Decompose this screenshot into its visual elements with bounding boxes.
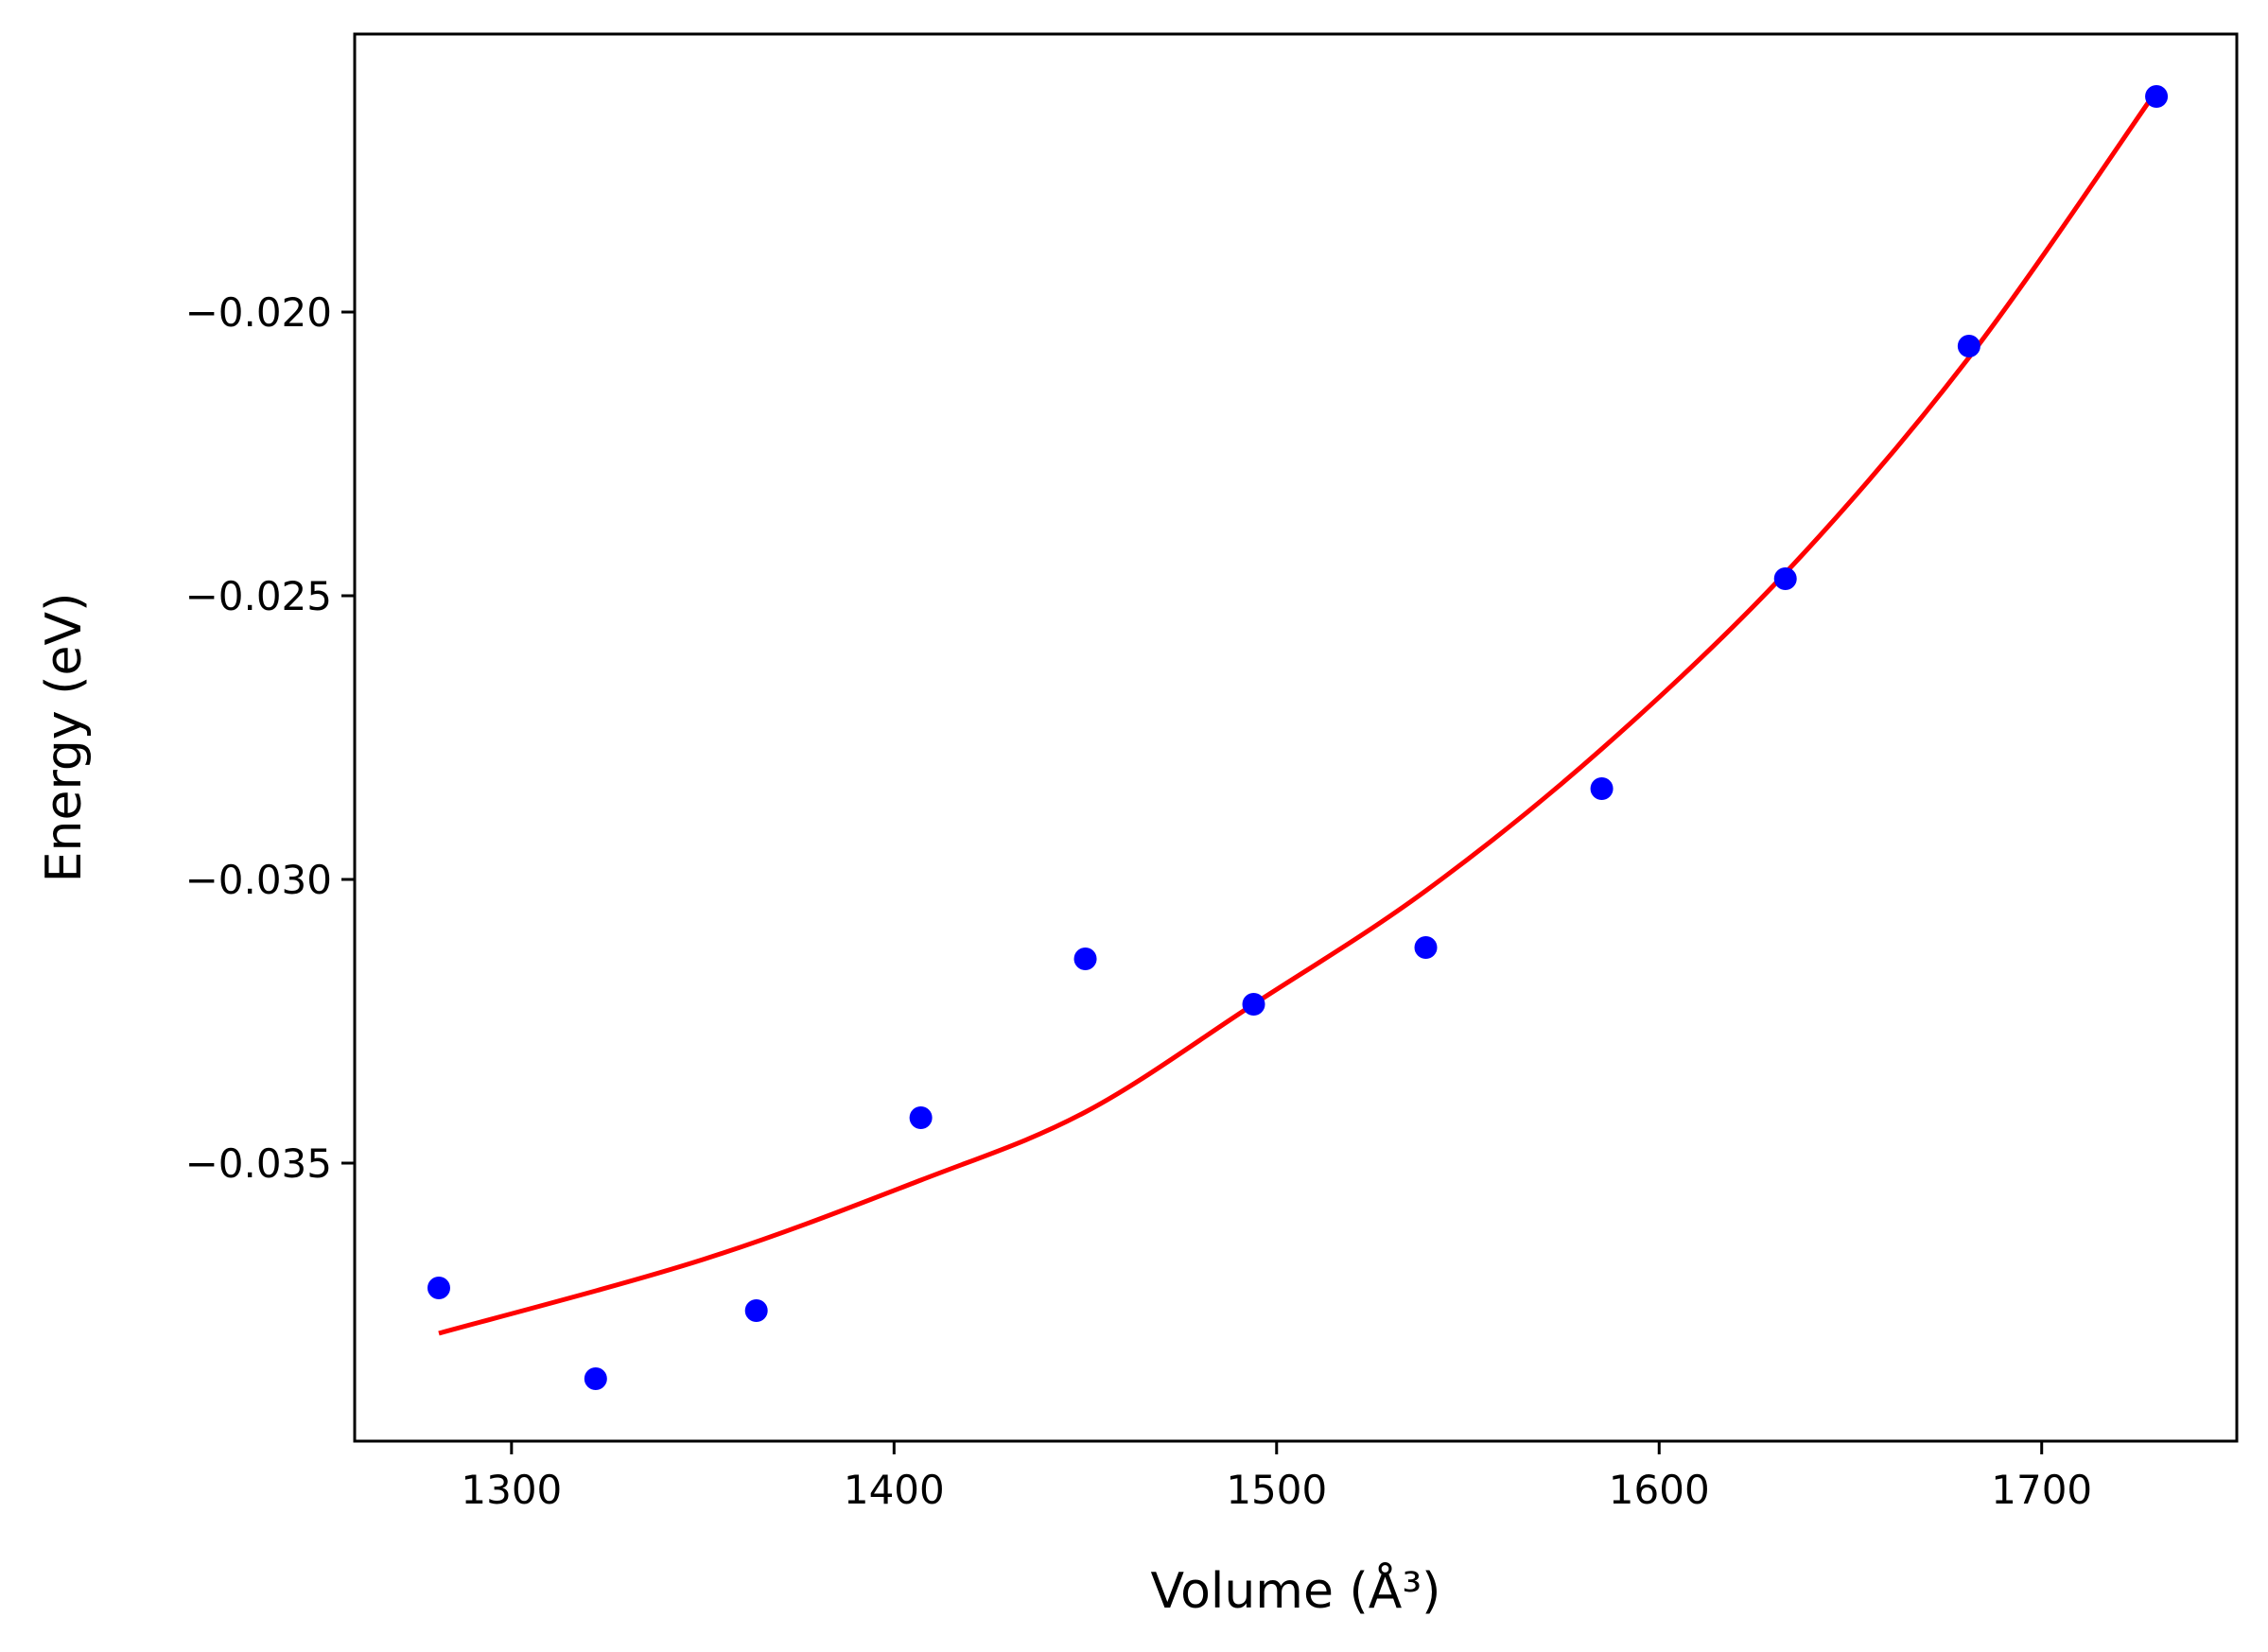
data-point [1242,993,1265,1016]
data-point [2145,85,2169,108]
y-axis-label: Energy (eV) [36,593,93,883]
fit-curve-line [438,89,2159,1336]
y-tick-label: −0.035 [185,1140,332,1187]
x-tick-label: 1700 [1991,1467,2092,1513]
y-tick-label: −0.020 [185,289,332,336]
y-tick-label: −0.030 [185,857,332,903]
data-points [427,85,2169,1390]
data-point [584,1367,607,1390]
x-tick-label: 1300 [461,1467,562,1513]
y-axis: −0.020 −0.025 −0.030 −0.035 [185,289,355,1187]
data-point [427,1277,450,1299]
x-tick-label: 1400 [844,1467,945,1513]
plot-frame [353,32,2239,1443]
x-tick-label: 1500 [1226,1467,1327,1513]
x-axis: 1300 1400 1500 1600 1700 [461,1441,2092,1513]
x-tick-label: 1600 [1609,1467,1710,1513]
data-point [1414,936,1438,959]
y-tick-label: −0.025 [185,573,332,619]
data-point [1073,948,1097,970]
data-point [1590,777,1614,800]
data-point [1957,335,1980,357]
x-axis-label: Volume (Å³) [1151,1561,1441,1620]
data-point [1773,567,1797,590]
data-point [744,1299,768,1322]
data-point [909,1106,933,1129]
